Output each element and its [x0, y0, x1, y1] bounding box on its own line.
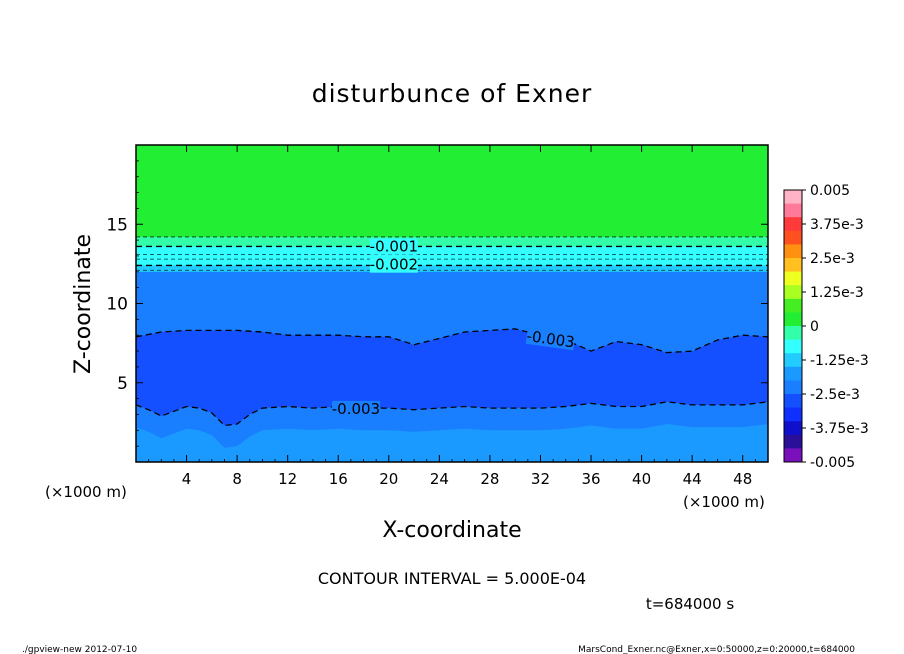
x-unit-right: (×1000 m): [683, 493, 765, 511]
colorbar-swatch: [784, 421, 802, 436]
colorbar-swatch: [784, 298, 802, 313]
x-tick-label: 40: [632, 470, 651, 488]
contour-label: -0.001: [370, 237, 418, 255]
x-tick-label: 4: [182, 470, 192, 488]
colorbar-swatch: [784, 326, 802, 341]
x-unit-left: (×1000 m): [45, 483, 127, 501]
contour-label-bg: [369, 256, 418, 273]
contour-label-text: -0.003: [332, 400, 380, 418]
x-tick-label: 12: [278, 470, 297, 488]
x-tick-label: 16: [329, 470, 348, 488]
contour-labels: -0.001-0.002-0.003-0.003: [332, 237, 576, 417]
time-stamp: t=684000 s: [646, 595, 734, 613]
contour-line: [136, 328, 768, 354]
y-tick-label: 10: [106, 295, 128, 315]
colorbar-swatch: [784, 339, 802, 354]
band-0: [136, 145, 768, 237]
contour-label-bg: [525, 327, 576, 351]
colorbar-label: -3.75e-3: [810, 421, 869, 437]
footer-right: MarsCond_Exner.nc@Exner,x=0:50000,z=0:20…: [578, 645, 855, 654]
y-axis-label: Z-coordinate: [71, 234, 96, 374]
colorbar-swatch: [784, 394, 802, 409]
colorbar-swatch: [784, 448, 802, 463]
colorbar-label: 3.75e-3: [810, 217, 864, 233]
x-tick-label: 20: [379, 470, 398, 488]
colorbar-label: 0: [810, 319, 819, 335]
colorbar-swatch: [784, 285, 802, 300]
contour-label-text: -0.002: [370, 256, 418, 274]
colorbar-swatch: [784, 434, 802, 449]
x-tick-label: 48: [733, 470, 752, 488]
contour-label: -0.003: [332, 400, 380, 418]
band-3: [136, 265, 768, 272]
x-tick-label: 36: [581, 470, 600, 488]
colorbar-label: 2.5e-3: [810, 251, 855, 267]
colorbar-swatch: [784, 312, 802, 327]
contour-label: -0.002: [370, 256, 418, 274]
y-tick-label: 5: [117, 374, 128, 394]
contour-line: [136, 401, 768, 427]
x-tick-label: 24: [430, 470, 449, 488]
colorbar-label: 0.005: [810, 183, 850, 199]
heatmap-fill: [136, 145, 768, 462]
colorbar-label: -0.005: [810, 455, 855, 471]
chart-title: disturbunce of Exner: [312, 79, 593, 108]
band-1: [136, 236, 768, 247]
footer-left: ./gpview-new 2012-07-10: [22, 645, 137, 654]
x-axis: 4 8 12 16 20 24 28 32 36 40 44 48: [148, 145, 756, 488]
contour-interval: CONTOUR INTERVAL = 5.000E-04: [318, 569, 586, 588]
band-2: [136, 246, 768, 266]
colorbar-swatch: [784, 380, 802, 395]
x-tick-label: 28: [480, 470, 499, 488]
colorbar-label: -2.5e-3: [810, 387, 860, 403]
colorbar-swatch: [784, 258, 802, 273]
colorbar-swatch: [784, 230, 802, 245]
colorbar-swatch: [784, 190, 802, 205]
colorbar-swatch: [784, 203, 802, 218]
colorbar-swatch: [784, 271, 802, 286]
x-tick-label: 32: [531, 470, 550, 488]
contour-lines: [136, 236, 768, 427]
colorbar-swatch: [784, 217, 802, 232]
colorbar-swatch: [784, 366, 802, 381]
x-tick-label: 8: [232, 470, 242, 488]
contour-label-bg: [331, 400, 380, 417]
x-axis-label: X-coordinate: [382, 518, 521, 543]
colorbar-label: 1.25e-3: [810, 285, 864, 301]
colorbar-swatch: [784, 244, 802, 259]
band-core: [136, 328, 768, 426]
colorbar-swatch: [784, 407, 802, 422]
colorbar: 0.005 3.75e-3 2.5e-3 1.25e-3 0 -1.25e-3 -2.5e-…: [783, 183, 869, 471]
colorbar-swatch: [784, 353, 802, 368]
y-axis: 5 10 15: [106, 160, 768, 447]
y-tick-label: 15: [106, 215, 128, 235]
x-tick-label: 44: [683, 470, 702, 488]
colorbar-label: -1.25e-3: [810, 353, 869, 369]
contour-label-text: -0.001: [370, 237, 418, 255]
contour-label-bg: [369, 238, 418, 255]
